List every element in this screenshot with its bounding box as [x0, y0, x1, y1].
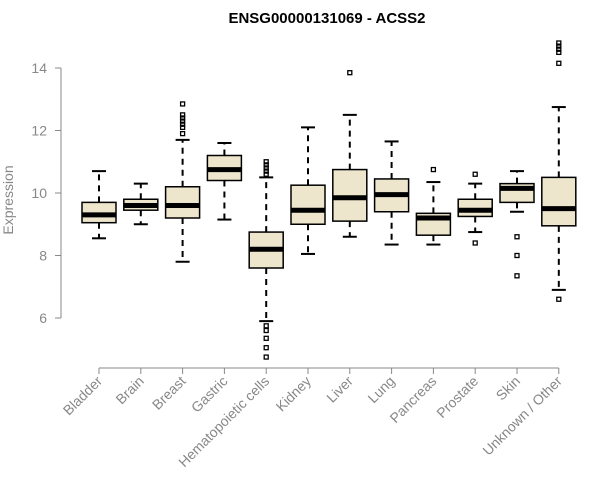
outlier-point [472, 171, 478, 177]
outlier-point [263, 165, 269, 171]
outlier-point [179, 124, 186, 131]
iqr-box [541, 176, 577, 227]
outlier-point [263, 162, 269, 168]
outlier-point [514, 234, 520, 240]
outlier-point [263, 327, 269, 334]
iqr-box [164, 186, 201, 219]
x-tick-label: Lung [364, 373, 397, 406]
box-gastric [206, 142, 243, 221]
x-tick-label: Prostate [433, 373, 481, 421]
y-tick-label: 6 [39, 310, 47, 326]
y-tick-label: 12 [31, 123, 47, 139]
box-unknown-other [541, 40, 577, 302]
outlier-point [263, 323, 269, 329]
outlier-point [263, 335, 269, 341]
box-breast [164, 101, 201, 263]
y-tick-label: 10 [31, 185, 47, 201]
outlier-point [263, 168, 269, 174]
outlier-point [263, 345, 269, 351]
outlier-point [514, 273, 520, 279]
x-tick-label: Kidney [273, 373, 315, 415]
outlier-point [514, 252, 520, 259]
chart-title: ENSG00000131069 - ACSS2 [228, 10, 425, 27]
outlier-point [179, 118, 186, 124]
outlier-point [430, 166, 437, 173]
outlier-point [556, 40, 562, 46]
x-tick-label: Bladder [60, 373, 106, 419]
outlier-point [179, 121, 186, 127]
boxes-group [81, 40, 577, 360]
box-liver [332, 70, 368, 238]
x-tick-label: Skin [493, 373, 524, 404]
y-tick-label: 14 [31, 60, 47, 76]
box-kidney [290, 126, 326, 255]
x-tick-label: Unknown / Other [479, 373, 565, 459]
box-skin [499, 170, 535, 279]
box-brain [123, 182, 159, 226]
outlier-point [472, 240, 478, 246]
outlier-point [263, 171, 269, 177]
outlier-point [263, 159, 269, 165]
box-prostate [457, 171, 493, 246]
outlier-point [179, 112, 186, 118]
outlier-point [179, 115, 186, 121]
outlier-point [179, 130, 186, 137]
outlier-point [263, 354, 269, 360]
x-tick-label: Brain [112, 373, 146, 407]
outlier-point [556, 46, 562, 52]
outlier-point [556, 49, 562, 56]
outlier-point [556, 60, 562, 66]
box-lung [373, 140, 410, 246]
y-tick-label: 8 [39, 248, 47, 264]
box-bladder [81, 170, 117, 240]
box-hematopoietic-cells [248, 159, 284, 360]
iqr-box [290, 184, 326, 225]
outlier-point [347, 70, 353, 76]
box-pancreas [415, 166, 452, 246]
y-axis-label: Expression [0, 165, 16, 234]
outlier-point [556, 43, 562, 49]
y-axis: 6 8 10 12 14 [31, 60, 62, 326]
outlier-point [556, 296, 562, 302]
x-tick-label: Liver [323, 373, 356, 406]
x-tick-label: Breast [149, 373, 189, 413]
outlier-point [179, 101, 186, 107]
